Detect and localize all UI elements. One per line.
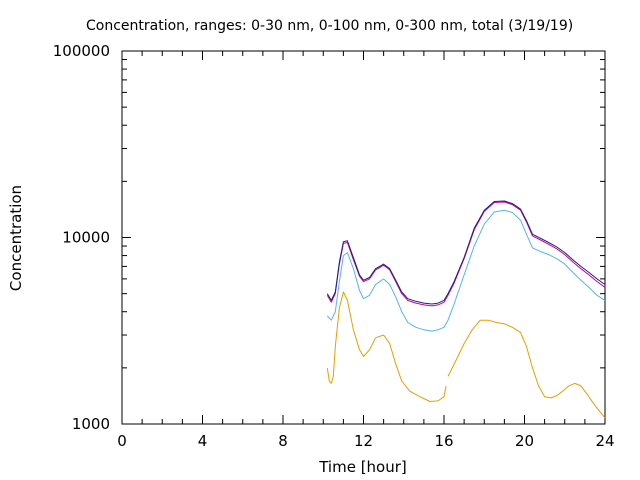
chart-title: Concentration, ranges: 0-30 nm, 0-100 nm… <box>86 18 573 34</box>
y-axis-label: Concentration <box>7 185 25 291</box>
y-tick-label: 100000 <box>53 42 110 60</box>
x-tick-label: 24 <box>595 432 614 450</box>
series-line-3-segment-0 <box>326 200 606 305</box>
x-tick-label: 8 <box>278 432 288 450</box>
x-tick-label: 20 <box>515 432 534 450</box>
x-axis-label: Time [hour] <box>318 458 407 476</box>
axis-ticks: 0 4 8 12 16 20 24 1000 10000 100000 <box>53 42 615 450</box>
x-tick-label: 12 <box>354 432 373 450</box>
series-line-1-segment-0 <box>326 209 606 332</box>
x-tick-label: 0 <box>117 432 127 450</box>
x-tick-label: 16 <box>434 432 453 450</box>
series-line-0-segment-1 <box>447 319 606 419</box>
series-layer <box>326 200 606 419</box>
y-tick-label: 1000 <box>72 415 110 433</box>
x-tick-label: 4 <box>198 432 208 450</box>
series-line-2-segment-0 <box>326 201 606 307</box>
series-line-0-segment-0 <box>326 291 447 402</box>
y-tick-label: 10000 <box>62 229 110 247</box>
